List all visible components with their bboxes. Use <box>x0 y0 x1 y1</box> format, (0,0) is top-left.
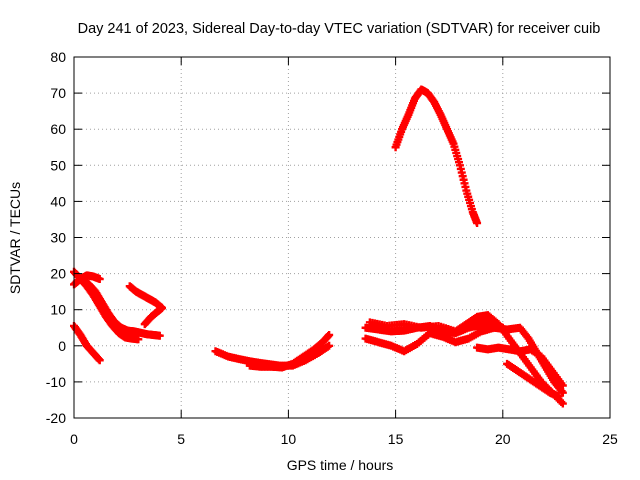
series-arc-13 <box>473 343 567 390</box>
grid <box>74 57 610 418</box>
series-arc-11 <box>361 323 507 356</box>
x-tick-label: 20 <box>495 431 511 447</box>
y-tick-label: 40 <box>50 193 66 209</box>
data-point <box>134 335 143 344</box>
series-arc-3 <box>70 321 104 365</box>
series-arc-8 <box>245 330 334 372</box>
y-tick-label: 80 <box>50 49 66 65</box>
series-arc-2 <box>78 276 164 340</box>
data-point <box>155 331 164 340</box>
y-tick-label: 20 <box>50 266 66 282</box>
y-tick-label: -10 <box>46 374 66 390</box>
data-point <box>325 341 334 350</box>
data-point <box>558 381 567 390</box>
y-tick-label: 30 <box>50 230 66 246</box>
chart-title: Day 241 of 2023, Sidereal Day-to-day VTE… <box>78 21 601 37</box>
y-tick-label: 70 <box>50 85 66 101</box>
x-tick-label: 5 <box>177 431 185 447</box>
data-point <box>558 388 567 397</box>
data-point <box>473 219 482 228</box>
data-point <box>554 392 563 401</box>
data-point <box>490 320 499 329</box>
series-arc-6 <box>140 303 166 329</box>
x-tick-label: 25 <box>602 431 618 447</box>
x-axis-label: GPS time / hours <box>287 457 394 473</box>
axis-ticks: 0 5 10 15 20 25 -20 -10 0 10 20 30 40 50 60 70 80 <box>46 49 618 447</box>
data-point <box>157 303 166 312</box>
y-tick-label: 50 <box>50 157 66 173</box>
x-tick-label: 10 <box>281 431 297 447</box>
y-tick-label: 10 <box>50 302 66 318</box>
series-arc-9 <box>391 85 482 228</box>
y-tick-label: 60 <box>50 121 66 137</box>
x-tick-label: 0 <box>70 431 78 447</box>
data-point <box>95 356 104 365</box>
series-arc-4 <box>70 271 104 289</box>
series-arc-15 <box>365 316 499 336</box>
series-arc-12 <box>451 311 567 408</box>
series-arc-14 <box>503 359 563 401</box>
y-tick-label: -20 <box>46 410 66 426</box>
data-point <box>95 275 104 284</box>
x-tick-label: 15 <box>388 431 404 447</box>
data-point <box>325 330 334 339</box>
y-axis-label: SDTVAR / TECUs <box>7 182 23 294</box>
data-layer <box>70 85 567 408</box>
y-tick-label: 0 <box>58 338 66 354</box>
data-point <box>558 399 567 408</box>
